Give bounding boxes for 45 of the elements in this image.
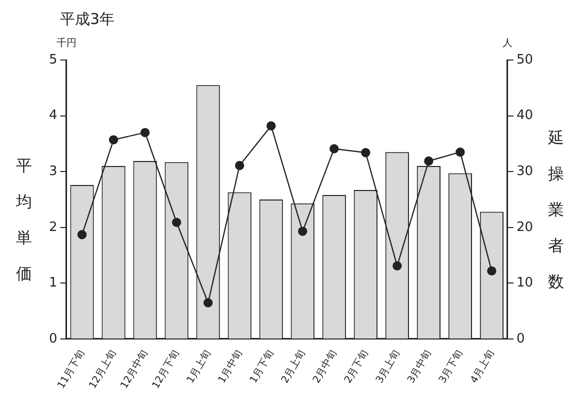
x-tick-label: 1月上旬 [184, 348, 213, 386]
x-tick-label: 12月下旬 [150, 348, 182, 391]
point [140, 128, 150, 138]
point [298, 226, 308, 236]
x-tick-label: 4月上旬 [468, 348, 497, 386]
x-tick-label: 2月下旬 [342, 348, 370, 386]
point [266, 121, 276, 130]
y-tick-label: 3 [48, 164, 58, 179]
text: 千円 [56, 37, 76, 49]
x-tick-label: 3月上旬 [373, 348, 402, 386]
point [424, 156, 434, 166]
x-tick-label: 2月中旬 [310, 348, 339, 386]
x-tick-label: 1月下旬 [247, 348, 276, 386]
point [108, 135, 118, 144]
y2-tick-label: 30 [516, 164, 534, 179]
y-tick-label: 0 [48, 331, 58, 346]
y-tick-label: 2 [48, 220, 58, 235]
point [487, 266, 496, 276]
x-tick-label: 1月中旬 [216, 348, 244, 386]
y2-tick-label: 10 [516, 276, 534, 291]
text: 人 [502, 38, 512, 49]
y2-axis-title: 延操業者数 [548, 127, 565, 293]
point [172, 218, 182, 227]
point [456, 147, 465, 157]
point [77, 230, 87, 240]
x-tick-label: 3月中旬 [404, 348, 434, 386]
y2-tick-label: 20 [516, 220, 534, 235]
y-tick-label: 5 [48, 52, 58, 68]
y2-tick-label: 50 [516, 52, 534, 68]
point [392, 261, 402, 270]
point [234, 160, 244, 170]
x-tick-label: 12月上旬 [86, 348, 118, 391]
y2-tick-label: 0 [516, 331, 525, 346]
point [203, 298, 213, 308]
chart-title: 平成3年 [60, 10, 115, 29]
point [330, 144, 339, 154]
x-tick-label: 3月下旬 [436, 348, 466, 386]
y-axis-title: 平均単価 [16, 155, 33, 285]
x-tick-label: 2月上旬 [278, 348, 308, 386]
y2-tick-label: 40 [516, 108, 534, 124]
y-tick-label: 4 [48, 108, 58, 124]
x-tick-label: 12月中旬 [118, 348, 150, 391]
x-tick-label: 11月下旬 [55, 348, 87, 391]
point [361, 148, 370, 158]
y-tick-label: 1 [48, 276, 58, 291]
